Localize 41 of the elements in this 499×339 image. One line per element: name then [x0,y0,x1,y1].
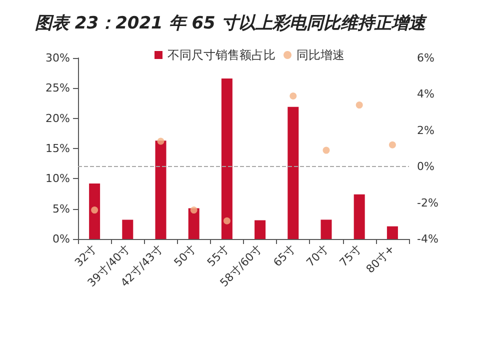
y-tick-label: 5% [52,202,70,216]
y-tick-label: 0% [52,232,70,246]
bar [254,220,266,239]
bar [288,106,299,239]
bar [221,78,232,239]
y2-tick-label: 0% [417,160,434,174]
chart-title: 图表 23：2021 年 65 寸以上彩电同比维持正增速 [35,14,428,34]
x-tick-label: 75寸 [337,242,364,270]
x-tick-label: 32寸 [72,242,100,270]
y-tick-label: 15% [46,142,70,155]
y-tick-label: 20% [46,112,70,125]
x-tick-label: 80寸+ [364,242,398,276]
legend-label: 不同尺寸销售额占比 [168,48,276,62]
bar [122,220,134,239]
bar [188,208,200,239]
bar [155,140,166,239]
x-tick-label: 70寸 [304,242,331,270]
bar [354,194,365,239]
bar [89,183,100,239]
point [356,102,363,109]
x-tick-label: 50寸 [172,242,198,270]
point [91,206,98,214]
y-tick-label: 30% [46,52,70,64]
bar [386,226,398,239]
point [190,206,198,214]
x-tick-label: 55寸 [204,242,232,270]
point [223,217,230,224]
y2-tick-label: -2% [417,196,438,210]
point [290,92,297,100]
point [322,146,330,154]
y2-tick-label: -4% [417,232,438,246]
y-tick-label: 10% [46,172,70,186]
point [157,138,164,145]
y-tick-label: 25% [46,82,70,95]
y2-tick-label: 4% [417,88,434,101]
y2-tick-label: 6% [417,52,434,64]
y2-tick-label: 2% [417,124,434,137]
bar [320,220,332,239]
point [388,141,396,148]
legend-label: 同比增速 [296,48,344,62]
x-tick-label: 65寸 [270,242,298,270]
